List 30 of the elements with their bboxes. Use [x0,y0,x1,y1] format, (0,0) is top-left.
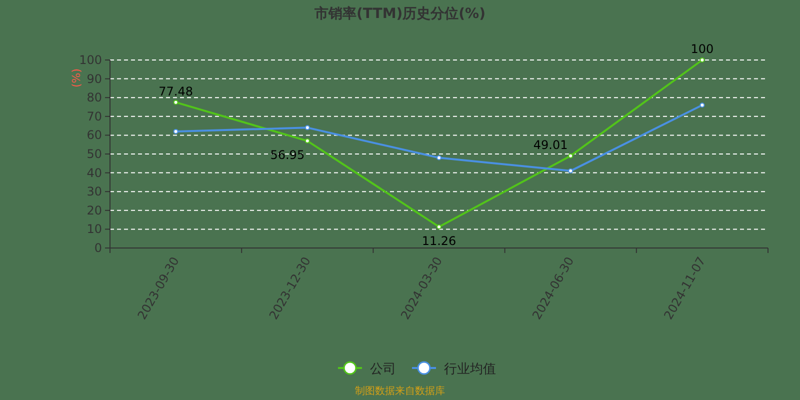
y-tick-label: 70 [86,109,102,124]
y-tick-label: 0 [94,241,102,255]
y-tick-label: 30 [86,184,102,199]
legend-label: 公司 [370,362,396,377]
y-tick-label: 20 [86,203,102,218]
y-tick-label: 50 [86,147,102,161]
point [700,102,705,108]
text: 制图数据来自数据库 [355,385,445,397]
data-label: 11.26 [422,234,456,248]
point [173,100,178,105]
y-axis-title: (%) [70,68,83,88]
point [568,168,574,174]
point [436,224,442,230]
y-tick-label: 80 [86,90,102,105]
point [304,138,310,144]
chart-title: 市销率(TTM)历史分位(%) [314,5,486,22]
data-label: 77.48 [158,84,193,98]
data-label: 49.01 [533,138,568,152]
y-tick-label: 10 [86,222,102,236]
y-tick-label: 90 [86,72,102,86]
point [568,153,574,158]
point [304,125,310,130]
point [700,58,705,62]
y-tick-label: 40 [86,166,102,180]
data-label: 100 [690,42,714,56]
legend-label: 行业均值 [444,362,496,377]
point [173,128,178,134]
y-tick-label: 100 [79,53,102,67]
point [436,155,442,160]
y-tick-label: 60 [86,128,102,142]
